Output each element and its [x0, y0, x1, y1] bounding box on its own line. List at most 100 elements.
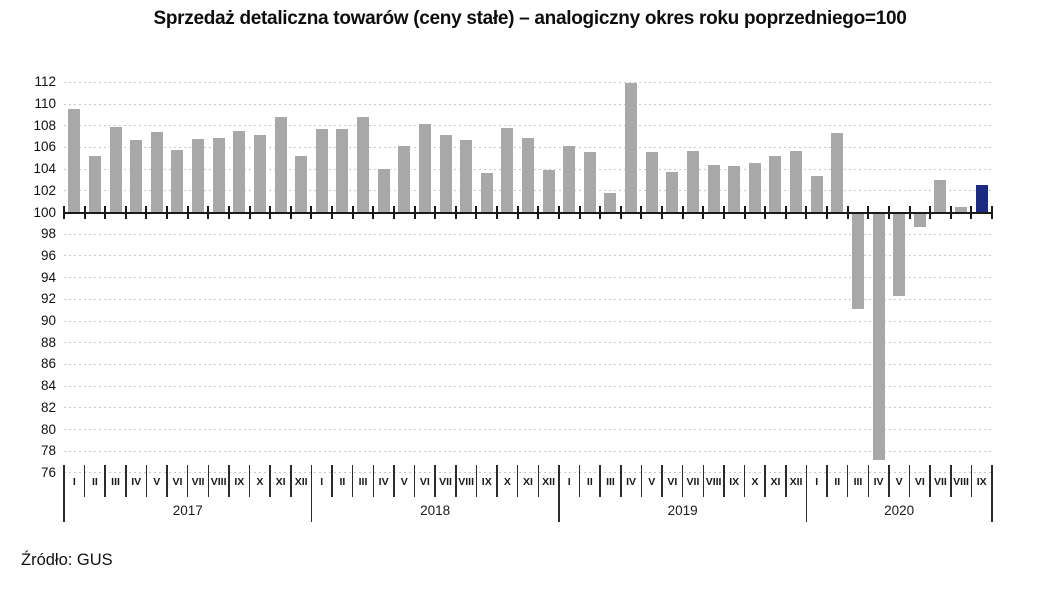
month-label: VIII [705, 476, 722, 488]
baseline-month-tick [516, 205, 519, 219]
month-divider-line [950, 465, 952, 497]
month-divider-line [434, 465, 436, 497]
month-label: VI [172, 476, 183, 488]
year-label: 2017 [172, 503, 203, 518]
bar [233, 131, 246, 213]
baseline-month-tick [991, 205, 993, 219]
y-axis-tick-label: 90 [40, 313, 56, 328]
baseline-month-tick [764, 205, 767, 219]
month-label: V [400, 476, 408, 488]
y-axis-tick-label: 96 [40, 247, 56, 263]
bar [501, 127, 514, 213]
y-axis-tick-label: 92 [40, 291, 56, 307]
baseline-month-tick [166, 205, 169, 219]
bar [851, 213, 864, 310]
bar [934, 179, 947, 213]
month-divider-line [888, 465, 890, 497]
y-gridline [64, 407, 992, 409]
baseline-month-tick [826, 205, 829, 219]
y-axis-tick-label: 104 [33, 161, 56, 177]
bar [439, 135, 452, 213]
baseline-month-tick [970, 205, 973, 219]
month-label: VII [191, 476, 205, 488]
y-gridline [64, 320, 992, 322]
y-gridline [64, 103, 992, 105]
baseline-month-tick [908, 205, 911, 219]
bar [666, 172, 679, 213]
month-divider-line [970, 465, 973, 497]
month-label: VII [934, 476, 947, 488]
bar [955, 207, 968, 213]
y-axis-tick-label: 76 [40, 464, 56, 480]
baseline-month-tick [331, 205, 334, 219]
bar [790, 150, 803, 213]
baseline-month-tick [619, 205, 622, 219]
month-divider-line [166, 465, 168, 497]
month-divider-line [372, 465, 375, 497]
bar [872, 213, 885, 460]
month-label: IX [481, 476, 492, 488]
month-divider-line [331, 465, 333, 497]
bar [315, 128, 328, 213]
bar [707, 164, 720, 213]
baseline-month-tick [124, 205, 127, 219]
month-divider-line [83, 465, 86, 497]
baseline-month-tick [186, 205, 189, 219]
bar [769, 156, 782, 213]
month-label: I [815, 476, 819, 488]
month-divider-line [496, 465, 498, 497]
month-divider-line [702, 465, 705, 497]
month-divider-line [290, 465, 292, 497]
baseline-month-tick [83, 205, 86, 219]
y-gridline [64, 429, 992, 430]
month-divider-line [455, 465, 457, 497]
month-label: IX [729, 476, 740, 488]
y-axis-tick-label: 98 [40, 226, 56, 242]
month-divider-line [785, 465, 787, 497]
month-label: X [256, 476, 264, 488]
month-label: XII [789, 476, 803, 488]
year-boundary-line [805, 465, 808, 522]
bar [68, 109, 81, 213]
bar [480, 173, 493, 213]
y-axis-tick-label: 100 [33, 204, 56, 220]
y-gridline [64, 125, 992, 127]
bar [542, 170, 555, 213]
month-divider-line [351, 465, 354, 497]
month-label: V [648, 476, 656, 488]
month-divider-line [661, 465, 663, 497]
month-label: XI [275, 476, 286, 488]
baseline-month-tick [269, 205, 272, 219]
month-divider-line [516, 465, 519, 497]
month-label: VI [667, 476, 678, 488]
year-boundary-line [558, 465, 560, 522]
month-label: II [91, 476, 98, 488]
y-gridline [64, 385, 992, 387]
month-divider-line [867, 465, 870, 497]
y-gridline [64, 342, 992, 344]
month-divider-line [537, 465, 540, 497]
baseline-month-tick [537, 205, 540, 219]
year-boundary-line [310, 465, 313, 522]
month-label: IV [873, 476, 884, 488]
month-divider-line [228, 465, 230, 497]
y-axis-tick-label: 106 [33, 139, 56, 155]
month-label: VIII [210, 476, 227, 488]
bar [645, 151, 658, 213]
y-axis-tick-label: 102 [33, 182, 56, 198]
year-label: 2018 [420, 503, 451, 518]
y-axis-tick-label: 110 [34, 96, 56, 111]
bar [212, 137, 225, 213]
baseline-month-tick [929, 205, 932, 219]
y-axis-tick-label: 108 [33, 117, 56, 133]
baseline-month-tick [743, 205, 746, 219]
month-label: V [895, 476, 903, 488]
baseline-month-tick [351, 205, 354, 219]
y-axis-tick-label: 94 [40, 269, 56, 285]
bar [192, 138, 205, 213]
baseline-month-tick [289, 205, 292, 219]
month-label: XII [542, 476, 556, 488]
bar [295, 156, 308, 213]
